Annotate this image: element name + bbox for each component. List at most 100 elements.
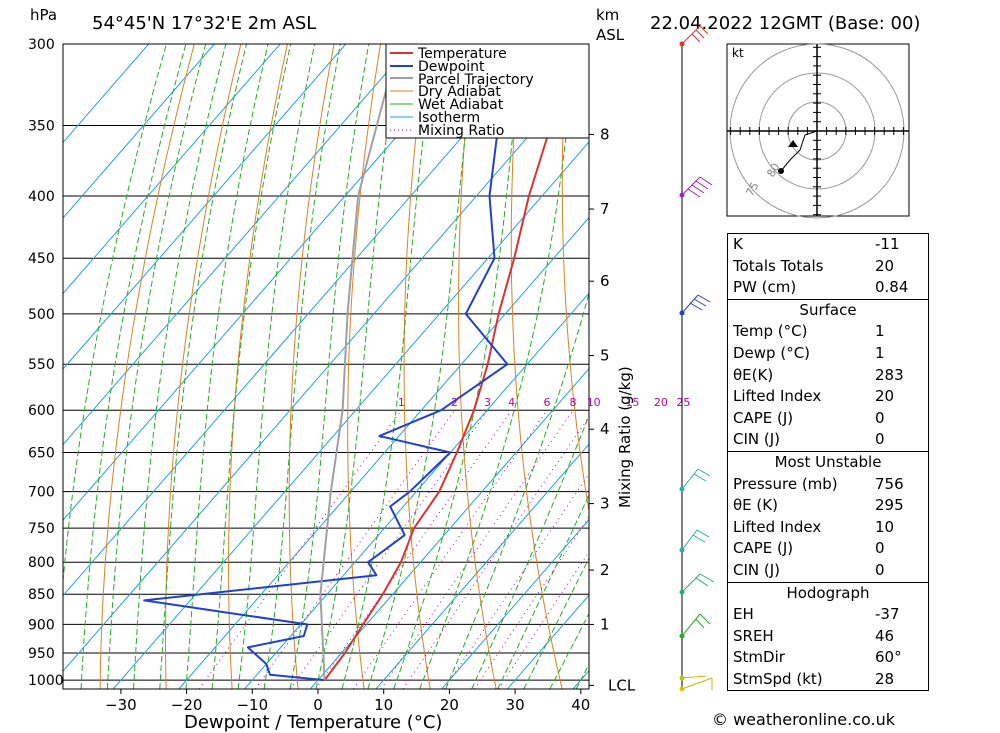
wet-adiabat-line: [263, 44, 341, 689]
wind-barb-925: [679, 613, 711, 639]
pressure-tick-label: 550: [28, 357, 55, 373]
dry-adiabat-line: [457, 44, 497, 689]
x-tick-label: 20: [440, 696, 459, 714]
asl-label: ASL: [596, 26, 625, 44]
pressure-tick-label: 850: [28, 587, 55, 603]
storm-motion-marker: [788, 140, 798, 147]
dewpoint-line: [143, 44, 512, 682]
credit-link[interactable]: © weatheronline.co.uk: [712, 710, 895, 729]
isotherm-line: [309, 367, 589, 689]
stats-row-s-dewp: Dewp (°C) 1: [728, 343, 928, 365]
isotherm-line: [441, 518, 589, 689]
stat-label: θE(K): [733, 365, 774, 384]
stat-label: Pressure (mb): [733, 474, 838, 493]
isotherm-line: [63, 44, 412, 446]
isotherm-line: [63, 44, 215, 219]
stat-label: PW (cm): [733, 278, 797, 297]
legend-mixing-ratio: Mixing Ratio: [418, 123, 504, 139]
stats-row-stmspd: StmSpd (kt) 28: [728, 669, 928, 691]
km-tick-label: 5: [600, 347, 610, 365]
stats-row-s-cape: CAPE (J) 0: [728, 408, 928, 430]
temperature-line: [323, 44, 571, 681]
stat-value: 20: [875, 387, 895, 406]
parcel-trajectory-line: [319, 44, 400, 681]
pressure-tick-label: 700: [28, 485, 55, 501]
stats-row-s-li: Lifted Index 20: [728, 386, 928, 408]
x-tick-label: −30: [105, 696, 137, 714]
stat-value: 0: [875, 408, 885, 427]
wind-barb-surface: [679, 675, 713, 692]
isotherm-line: [63, 44, 281, 295]
stat-label: EH: [733, 605, 754, 624]
wind-barb-400: [679, 176, 713, 198]
stat-label: Totals Totals: [733, 256, 824, 275]
dry-adiabat-line: [165, 44, 242, 689]
stat-value: -37: [875, 605, 900, 624]
stat-label: SREH: [733, 626, 774, 645]
mixing-ratio-label: 2: [451, 396, 458, 409]
stats-row-stmdir: StmDir 60°: [728, 647, 928, 669]
stat-label: CAPE (J): [733, 408, 794, 427]
km-tick-label: 2: [600, 561, 610, 579]
dry-adiabat-line: [347, 44, 381, 689]
pressure-tick-label: 650: [28, 445, 55, 461]
mixing-ratio-line: [474, 516, 589, 689]
wet-adiabat-line: [367, 44, 477, 689]
mixing-ratio-line: [254, 409, 455, 689]
stat-value: 28: [875, 669, 895, 688]
wet-adiabat-line: [315, 44, 401, 689]
dry-adiabat-line: [561, 44, 589, 515]
stat-value: 756: [875, 474, 904, 493]
stat-value: 46: [875, 626, 895, 645]
pressure-tick-label: 750: [28, 521, 55, 537]
stat-label: StmSpd (kt): [733, 669, 823, 688]
wet-adiabat-line: [445, 291, 589, 689]
x-tick-label: 30: [506, 696, 525, 714]
hodograph-section-title: Hodograph: [728, 581, 928, 605]
x-tick-label: 40: [571, 696, 590, 714]
pressure-tick-label: 600: [28, 403, 55, 419]
legend-dry-adiabat: Dry Adiabat: [418, 84, 501, 100]
stat-value: 0.84: [875, 278, 909, 297]
dry-adiabat-line: [939, 44, 1000, 689]
wind-barb-850: [679, 573, 715, 595]
wet-adiabat-line: [63, 44, 167, 586]
stats-row-k: K -11: [728, 234, 928, 256]
stat-value: 1: [875, 322, 885, 341]
stat-label: CAPE (J): [733, 539, 794, 558]
km-tick-label: 6: [600, 272, 610, 290]
pressure-tick-label: 400: [28, 189, 55, 205]
hodograph-ring-label: 80: [764, 161, 782, 180]
dry-adiabat-line: [228, 44, 288, 689]
hodograph: kt 75 80: [726, 43, 910, 219]
wet-adiabat-line: [497, 493, 589, 689]
datetime-title: 22.04.2022 12GMT (Base: 00): [650, 13, 920, 34]
stat-value: 0: [875, 430, 885, 449]
mixing-ratio-label: 3: [484, 396, 491, 409]
pressure-tick-label: 500: [28, 307, 55, 323]
stat-label: Lifted Index: [733, 517, 822, 536]
stat-value: 60°: [875, 648, 902, 667]
stat-label: Lifted Index: [733, 387, 822, 406]
wet-adiabat-line: [159, 44, 247, 689]
hodograph-units: kt: [732, 46, 744, 60]
mixing-ratio-line: [289, 409, 488, 689]
stat-value: 0: [875, 560, 885, 579]
km-tick-label: 3: [600, 495, 610, 513]
isotherm-line: [112, 141, 589, 689]
mixing-ratio-label: 6: [544, 396, 551, 409]
stat-value: 20: [875, 256, 895, 275]
hodograph-trace: [780, 130, 818, 172]
mixing-ratio-line: [402, 416, 589, 689]
stats-row-mu-cin: CIN (J) 0: [728, 560, 928, 582]
wet-adiabat-line: [237, 44, 316, 689]
stat-label: K: [733, 235, 743, 253]
dry-adiabat-line: [403, 44, 431, 689]
wind-barb-500: [679, 294, 711, 316]
dry-adiabat-line: [510, 44, 563, 689]
stat-label: StmDir: [733, 648, 785, 667]
mixing-ratio-line: [380, 409, 574, 689]
pressure-tick-label: 300: [28, 37, 55, 53]
pressure-tick-label: 800: [28, 555, 55, 571]
isotherm-line: [63, 44, 347, 370]
